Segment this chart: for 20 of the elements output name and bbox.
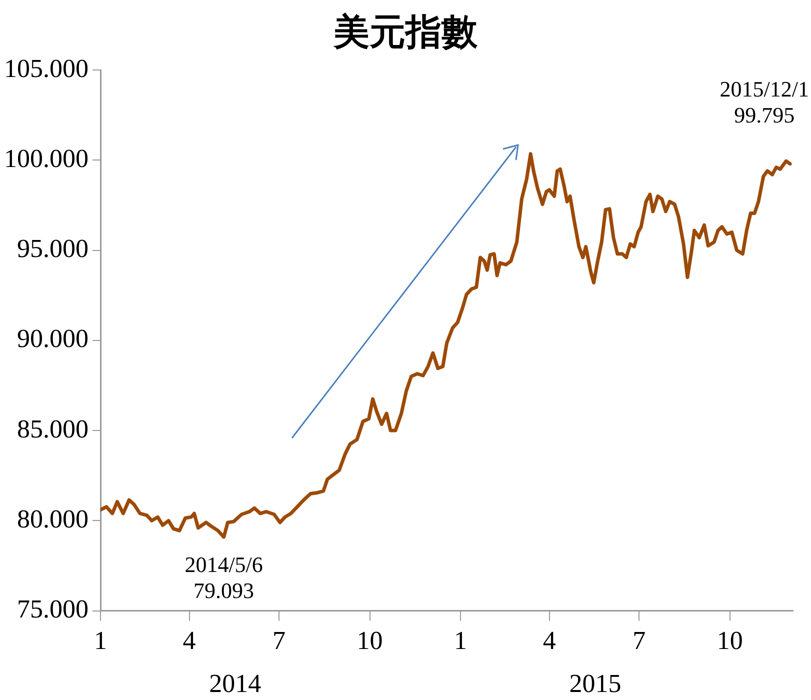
y-tick-label: 80.000 <box>17 504 88 534</box>
x-tick-label: 1 <box>94 626 107 656</box>
y-tick-label: 105.000 <box>4 54 88 83</box>
y-tick-label: 90.000 <box>17 324 88 354</box>
x-tick-label: 4 <box>542 626 556 656</box>
y-tick-label: 85.000 <box>17 414 88 444</box>
y-tick-label: 100.000 <box>4 144 88 173</box>
x-tick-label: 10 <box>356 626 383 656</box>
y-tick-label: 95.000 <box>17 234 88 264</box>
chart-title: 美元指數 <box>334 12 478 52</box>
text: 2014 <box>209 668 262 698</box>
x-tick-label: 7 <box>632 626 646 656</box>
x-tick-label: 7 <box>272 626 286 656</box>
y-tick-label: 75.000 <box>17 594 88 624</box>
x-tick-label: 1 <box>454 626 468 656</box>
annotation: 2015/12/1 99.795 <box>720 76 810 128</box>
text: 2015 <box>569 668 622 698</box>
x-tick-label: 4 <box>182 626 196 656</box>
annotation: 2014/5/6 79.093 <box>184 552 263 603</box>
x-tick-label: 10 <box>716 626 743 656</box>
